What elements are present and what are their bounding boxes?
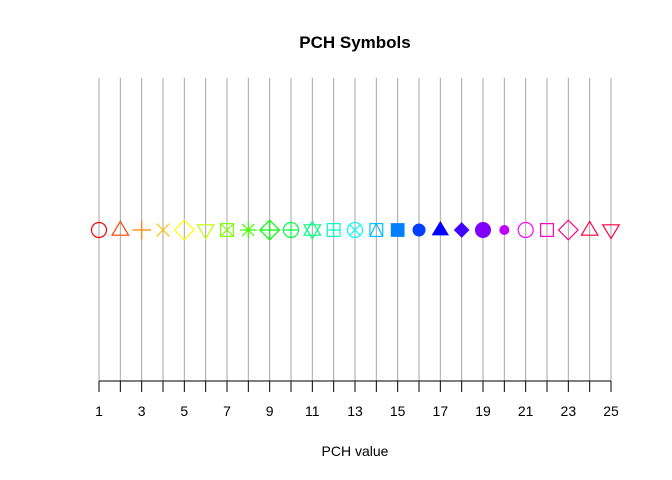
point-pch-9 (259, 219, 281, 241)
point-pch-6 (196, 224, 215, 240)
x-tick-label: 7 (223, 403, 231, 419)
point-pch-23 (557, 219, 579, 241)
point-pch-19 (475, 222, 491, 238)
point-pch-18 (453, 222, 470, 238)
point-pch-3 (132, 220, 152, 240)
point-pch-8 (240, 221, 257, 239)
point-pch-5 (173, 219, 195, 241)
x-tick-label: 17 (433, 403, 449, 419)
x-tick-label: 13 (347, 403, 363, 419)
point-pch-15 (390, 223, 405, 237)
point-pch-13 (346, 221, 364, 239)
x-tick-label: 5 (180, 403, 188, 419)
x-axis-title: PCH value (322, 443, 389, 459)
point-pch-25 (601, 224, 621, 240)
x-tick-label: 19 (475, 403, 491, 419)
x-tick-label: 3 (138, 403, 146, 419)
x-tick-label: 21 (518, 403, 534, 419)
x-axis: 1 3 5 7 9 11 13 15 17 19 21 23 25 (95, 380, 619, 419)
point-pch-4 (156, 223, 170, 237)
point-pch-2 (111, 220, 130, 236)
chart-title: PCH Symbols (299, 33, 410, 52)
points (90, 219, 621, 241)
x-tick-label: 11 (305, 403, 320, 419)
point-pch-16 (412, 223, 426, 237)
point-pch-11 (303, 220, 322, 240)
x-tick-label: 9 (266, 403, 274, 419)
x-tick-label: 1 (95, 403, 103, 419)
x-tick-label: 23 (561, 403, 577, 419)
point-pch-21 (517, 221, 534, 239)
point-pch-24 (580, 220, 599, 236)
x-tick-label: 25 (603, 403, 619, 419)
point-pch-1 (90, 221, 108, 239)
point-pch-22 (540, 223, 554, 237)
x-tick-label: 15 (390, 403, 406, 419)
point-pch-7 (220, 223, 234, 237)
point-pch-14 (369, 223, 384, 237)
point-pch-17 (431, 220, 450, 236)
point-pch-12 (326, 223, 341, 237)
point-pch-10 (282, 221, 300, 239)
point-pch-20 (499, 225, 510, 235)
